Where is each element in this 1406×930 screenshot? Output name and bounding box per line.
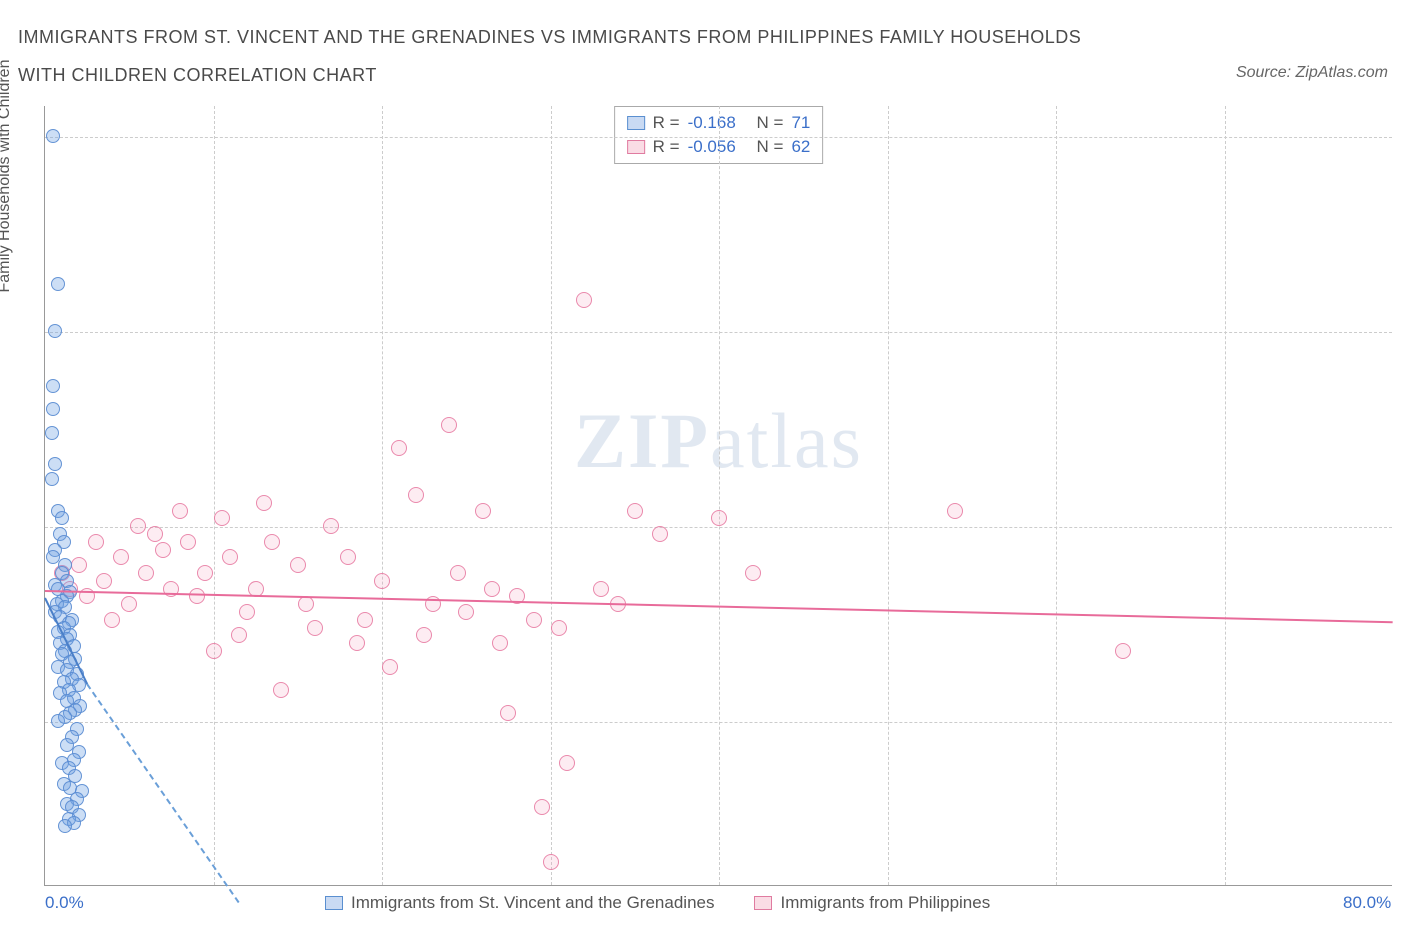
data-point-pink — [711, 510, 727, 526]
vgridline — [888, 106, 889, 885]
data-point-pink — [323, 518, 339, 534]
data-point-pink — [382, 659, 398, 675]
data-point-pink — [239, 604, 255, 620]
source-attribution: Source: ZipAtlas.com — [1236, 64, 1388, 82]
data-point-pink — [273, 682, 289, 698]
data-point-pink — [340, 549, 356, 565]
data-point-blue — [45, 426, 59, 440]
data-point-pink — [222, 549, 238, 565]
data-point-pink — [500, 705, 516, 721]
data-point-pink — [189, 588, 205, 604]
data-point-pink — [408, 487, 424, 503]
trend-line — [86, 684, 239, 904]
data-point-pink — [543, 854, 559, 870]
data-point-pink — [113, 549, 129, 565]
data-point-blue — [48, 457, 62, 471]
data-point-blue — [46, 129, 60, 143]
data-point-pink — [484, 581, 500, 597]
data-point-pink — [745, 565, 761, 581]
data-point-pink — [206, 643, 222, 659]
y-axis-label: Family Households with Children — [0, 60, 14, 293]
data-point-pink — [130, 518, 146, 534]
data-point-blue — [51, 714, 65, 728]
data-point-blue — [48, 324, 62, 338]
data-point-pink — [475, 503, 491, 519]
vgridline — [1225, 106, 1226, 885]
legend-label-blue: Immigrants from St. Vincent and the Gren… — [351, 893, 714, 913]
data-point-pink — [458, 604, 474, 620]
swatch-blue-icon — [627, 116, 645, 130]
legend-item-blue: Immigrants from St. Vincent and the Gren… — [325, 893, 714, 913]
chart-title: IMMIGRANTS FROM ST. VINCENT AND THE GREN… — [18, 18, 1108, 94]
data-point-pink — [231, 627, 247, 643]
data-point-pink — [559, 755, 575, 771]
data-point-pink — [349, 635, 365, 651]
data-point-pink — [138, 565, 154, 581]
vgridline — [1056, 106, 1057, 885]
data-point-pink — [307, 620, 323, 636]
x-tick-label: 0.0% — [45, 893, 84, 913]
data-point-pink — [374, 573, 390, 589]
data-point-pink — [534, 799, 550, 815]
data-point-pink — [256, 495, 272, 511]
data-point-pink — [391, 440, 407, 456]
data-point-pink — [180, 534, 196, 550]
data-point-pink — [551, 620, 567, 636]
data-point-pink — [652, 526, 668, 542]
data-point-blue — [55, 511, 69, 525]
data-point-pink — [214, 510, 230, 526]
data-point-blue — [46, 379, 60, 393]
data-point-pink — [576, 292, 592, 308]
data-point-pink — [290, 557, 306, 573]
vgridline — [214, 106, 215, 885]
vgridline — [551, 106, 552, 885]
data-point-pink — [172, 503, 188, 519]
data-point-pink — [450, 565, 466, 581]
legend-label-pink: Immigrants from Philippines — [780, 893, 990, 913]
data-point-blue — [58, 819, 72, 833]
x-tick-label: 80.0% — [1343, 893, 1391, 913]
vgridline — [382, 106, 383, 885]
data-point-pink — [627, 503, 643, 519]
scatter-chart: ZIPatlas R = -0.168 N = 71 R = -0.056 N … — [44, 106, 1392, 886]
data-point-pink — [441, 417, 457, 433]
legend-item-pink: Immigrants from Philippines — [754, 893, 990, 913]
vgridline — [719, 106, 720, 885]
data-point-pink — [264, 534, 280, 550]
data-point-pink — [1115, 643, 1131, 659]
data-point-pink — [416, 627, 432, 643]
data-point-pink — [197, 565, 213, 581]
data-point-pink — [593, 581, 609, 597]
data-point-pink — [526, 612, 542, 628]
data-point-blue — [45, 472, 59, 486]
swatch-blue-icon — [325, 896, 343, 910]
data-point-blue — [46, 402, 60, 416]
data-point-pink — [357, 612, 373, 628]
data-point-pink — [155, 542, 171, 558]
data-point-pink — [121, 596, 137, 612]
data-point-pink — [947, 503, 963, 519]
series-legend: Immigrants from St. Vincent and the Gren… — [325, 893, 990, 913]
data-point-blue — [51, 277, 65, 291]
swatch-pink-icon — [754, 896, 772, 910]
data-point-pink — [147, 526, 163, 542]
data-point-pink — [88, 534, 104, 550]
data-point-pink — [71, 557, 87, 573]
data-point-pink — [298, 596, 314, 612]
data-point-pink — [96, 573, 112, 589]
data-point-pink — [492, 635, 508, 651]
data-point-pink — [104, 612, 120, 628]
swatch-pink-icon — [627, 140, 645, 154]
